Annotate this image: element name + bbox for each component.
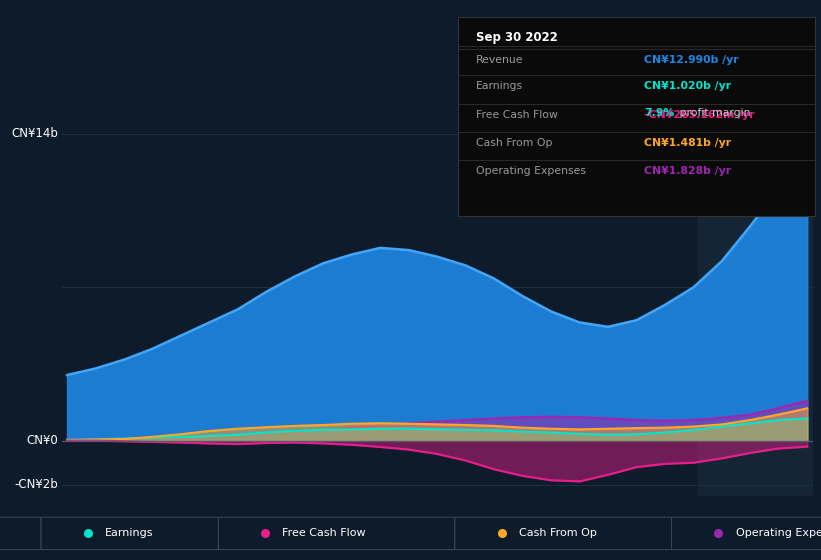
Text: CN¥14b: CN¥14b	[11, 128, 57, 141]
Text: Cash From Op: Cash From Op	[476, 138, 553, 148]
Text: Operating Expenses: Operating Expenses	[736, 529, 821, 538]
FancyBboxPatch shape	[0, 517, 41, 549]
Text: Sep 30 2022: Sep 30 2022	[476, 31, 557, 44]
Text: CN¥12.990b /yr: CN¥12.990b /yr	[644, 54, 738, 64]
Text: CN¥1.020b /yr: CN¥1.020b /yr	[644, 81, 731, 91]
Text: -CN¥265.162m /yr: -CN¥265.162m /yr	[644, 110, 754, 120]
Text: CN¥1.481b /yr: CN¥1.481b /yr	[644, 138, 731, 148]
Text: -CN¥2b: -CN¥2b	[14, 478, 57, 491]
Text: 7.9%: 7.9%	[644, 108, 674, 118]
Text: Cash From Op: Cash From Op	[519, 529, 597, 538]
FancyBboxPatch shape	[218, 517, 455, 549]
Text: profit margin: profit margin	[676, 108, 750, 118]
Text: Revenue: Revenue	[476, 54, 524, 64]
FancyBboxPatch shape	[672, 517, 821, 549]
Text: Earnings: Earnings	[476, 81, 523, 91]
FancyBboxPatch shape	[455, 517, 672, 549]
Text: CN¥0: CN¥0	[26, 435, 57, 447]
FancyBboxPatch shape	[41, 517, 218, 549]
Text: Operating Expenses: Operating Expenses	[476, 166, 586, 176]
Bar	[698, 112, 819, 496]
Text: Free Cash Flow: Free Cash Flow	[476, 110, 557, 120]
Text: Free Cash Flow: Free Cash Flow	[282, 529, 366, 538]
Text: CN¥1.828b /yr: CN¥1.828b /yr	[644, 166, 731, 176]
Text: Earnings: Earnings	[105, 529, 154, 538]
